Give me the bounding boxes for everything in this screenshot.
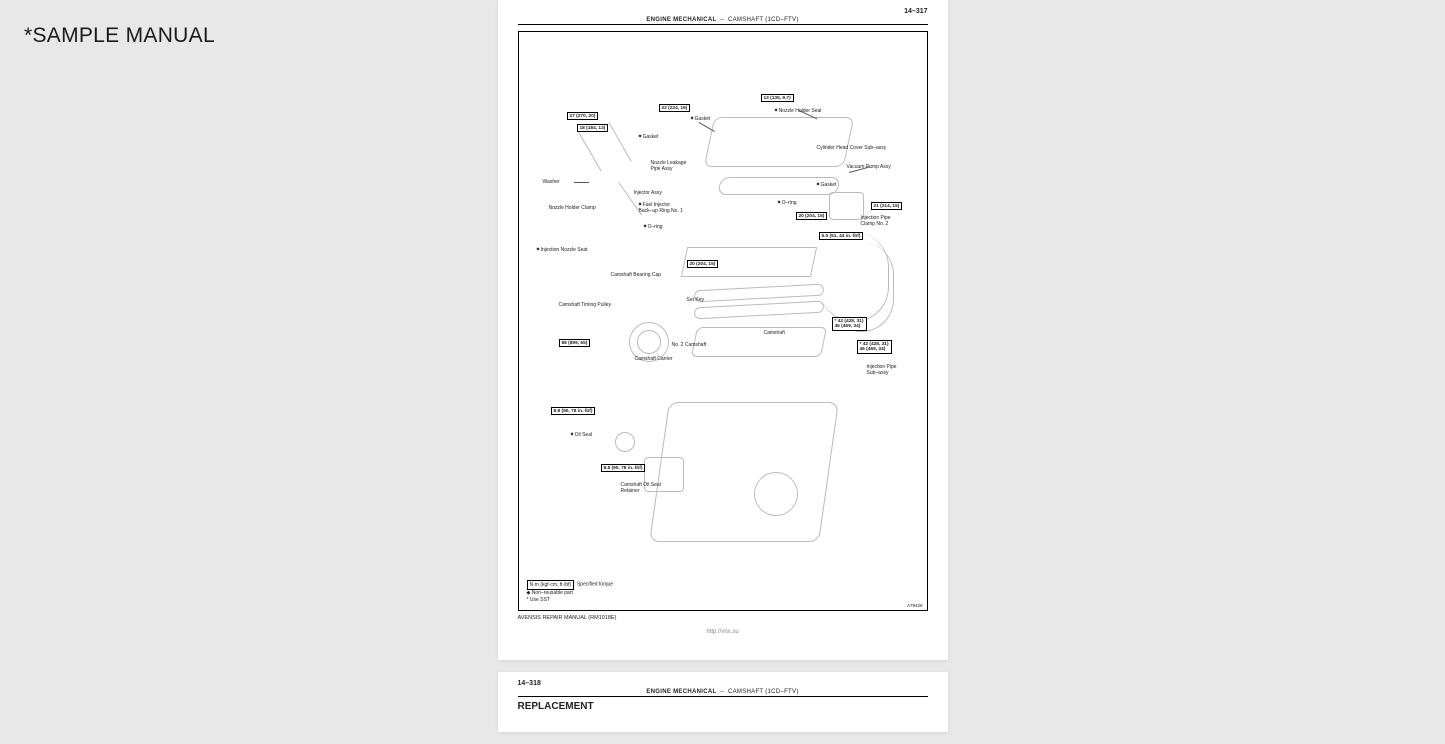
label-inj-pipe-clamp: Injection Pipe Clamp No. 2 bbox=[861, 215, 891, 227]
page-2: 14–318 ENGINE MECHANICAL – CAMSHAFT (1CD… bbox=[498, 672, 948, 732]
figure-number: A79428 bbox=[907, 603, 923, 608]
label-inj-nozzle-seat: Injection Nozzle Seat bbox=[537, 247, 588, 253]
section-title: ENGINE MECHANICAL bbox=[646, 17, 716, 23]
leader bbox=[574, 182, 589, 183]
label-nozzle-clamp: Nozzle Holder Clamp bbox=[549, 205, 596, 211]
page-header-2: ENGINE MECHANICAL – CAMSHAFT (1CD–FTV) bbox=[518, 689, 928, 697]
page-number: 14–317 bbox=[518, 8, 928, 15]
label-gasket-3: Gasket bbox=[817, 182, 837, 188]
label-o-ring-2: O–ring bbox=[778, 200, 797, 206]
label-nozzle-holder-seal: Nozzle Holder Seal bbox=[775, 108, 822, 114]
sample-watermark: *SAMPLE MANUAL bbox=[24, 24, 215, 48]
torque-5: 5.0 (51, 44 in.·lbf) bbox=[819, 232, 864, 240]
label-fuel-injector: Fuel Injector Back–up Ring No. 1 bbox=[639, 202, 683, 214]
sketch-head-cover bbox=[703, 117, 854, 167]
label-inj-pipe-sub: Injection Pipe Sub–assy bbox=[867, 364, 897, 376]
legend-sst: * Use SST bbox=[527, 597, 550, 603]
torque-20b: 20 (204, 15) bbox=[687, 260, 719, 268]
label-injector-assy: Injector Assy bbox=[634, 190, 662, 196]
torque-42a: * 42 (428, 31) 46 (469, 34) bbox=[832, 317, 867, 331]
torque-8a: 8.8 (90, 78 in.·lbf) bbox=[551, 407, 596, 415]
subsection-title-2: CAMSHAFT (1CD–FTV) bbox=[728, 689, 799, 695]
torque-88: 88 (899, 65) bbox=[559, 339, 591, 347]
label-gasket-1: Gasket bbox=[691, 116, 711, 122]
torque-13: 13 (135, 9.7) bbox=[761, 94, 794, 102]
legend-nonreusable: Non–reusable part bbox=[532, 590, 573, 596]
sketch-timing-pulley-inner bbox=[637, 330, 661, 354]
legend-torque-label: : Specified torque bbox=[574, 582, 613, 588]
label-cam-timing-pulley: Camshaft Timing Pulley bbox=[559, 302, 612, 308]
page-1: 14–317 ENGINE MECHANICAL – CAMSHAFT (1CD… bbox=[498, 0, 948, 660]
sketch-cam-carrier bbox=[690, 327, 826, 357]
label-washer: Washer bbox=[543, 179, 560, 185]
label-cam-bearing-cap: Camshaft Bearing Cap bbox=[611, 272, 662, 278]
replacement-heading: REPLACEMENT bbox=[518, 701, 928, 712]
label-cyl-head-cover: Cylinder Head Cover Sub–assy bbox=[817, 145, 887, 151]
subsection-title: CAMSHAFT (1CD–FTV) bbox=[728, 17, 799, 23]
page-number-2: 14–318 bbox=[518, 680, 928, 687]
sketch-bolt-2 bbox=[608, 122, 631, 161]
label-o-ring-1: O–ring bbox=[644, 224, 663, 230]
exploded-diagram: · bbox=[518, 31, 928, 611]
torque-8b: 8.8 (90, 78 in.·lbf) bbox=[601, 464, 646, 472]
label-no2-camshaft: No. 2 Camshaft bbox=[672, 342, 707, 348]
manual-reference: AVENSIS REPAIR MANUAL (RM1018E) bbox=[518, 615, 928, 621]
torque-20a: 20 (204, 15) bbox=[796, 212, 828, 220]
label-set-key: Set Key bbox=[687, 297, 705, 303]
torque-21: 21 (214, 15) bbox=[871, 202, 903, 210]
torque-18: 18 (184, 13) bbox=[577, 124, 609, 132]
label-oil-seal: Oil Seal bbox=[571, 432, 593, 438]
sketch-vacuum-pump bbox=[829, 192, 864, 220]
legend-torque-box: N·m (kgf·cm, ft·lbf) bbox=[527, 580, 575, 590]
section-title-2: ENGINE MECHANICAL bbox=[646, 689, 716, 695]
document-pages: 14–317 ENGINE MECHANICAL – CAMSHAFT (1CD… bbox=[498, 0, 948, 744]
label-vacuum-pump: Vacuum Pump Assy bbox=[847, 164, 891, 170]
source-url: http://vnx.su bbox=[518, 629, 928, 635]
label-gasket-2: Gasket bbox=[639, 134, 659, 140]
sketch-camshaft-2 bbox=[693, 301, 823, 320]
torque-22: 22 (224, 16) bbox=[659, 104, 691, 112]
sketch-camshaft-1 bbox=[693, 284, 823, 303]
label-cam-carrier: Camshaft Carrier bbox=[635, 356, 673, 362]
page-header: ENGINE MECHANICAL – CAMSHAFT (1CD–FTV) bbox=[518, 17, 928, 25]
label-camshaft: Camshaft bbox=[764, 330, 785, 336]
torque-42b: * 42 (428, 31) 46 (469, 34) bbox=[857, 340, 892, 354]
diagram-legend: N·m (kgf·cm, ft·lbf): Specified torque ◆… bbox=[527, 580, 614, 604]
label-cam-oil-seal-ret: Camshaft Oil Seal Retainer bbox=[621, 482, 661, 494]
sketch-bolt-1 bbox=[578, 132, 601, 171]
label-nozzle-leakage: Nozzle Leakage Pipe Assy bbox=[651, 160, 687, 172]
sketch-oil-seal bbox=[615, 432, 635, 452]
torque-27: 27 (270, 20) bbox=[567, 112, 599, 120]
sketch-pulley-lower bbox=[754, 472, 798, 516]
